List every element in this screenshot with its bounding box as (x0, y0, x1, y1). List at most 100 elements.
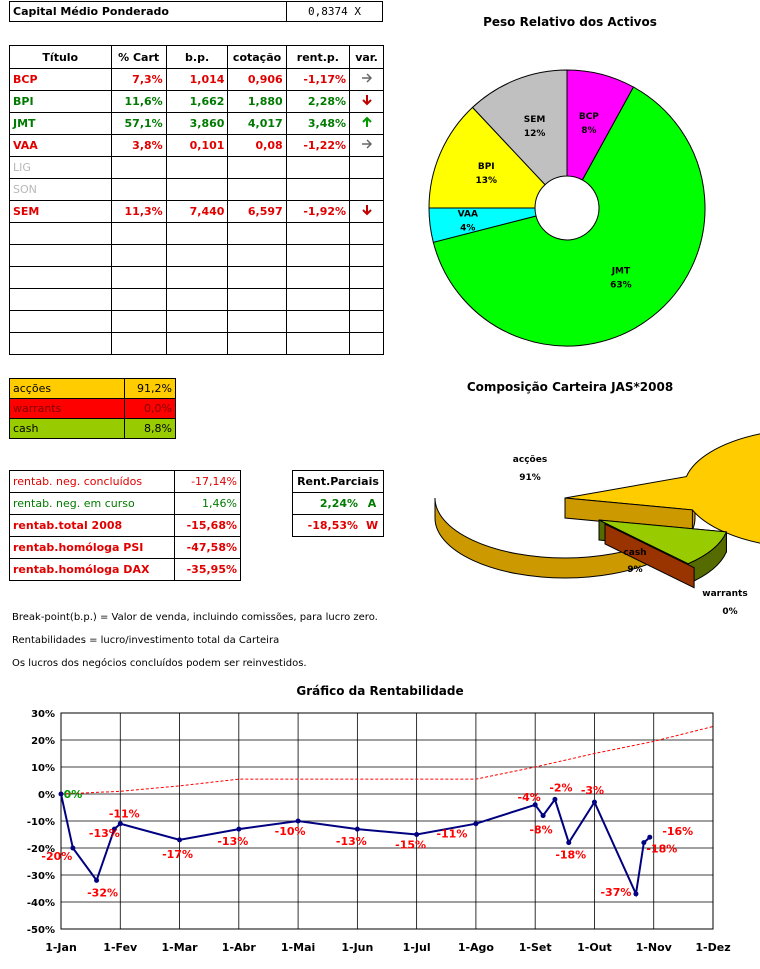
empty-cell (285, 332, 351, 355)
data-label: -8% (529, 824, 552, 837)
empty-cell (227, 222, 287, 245)
arrow-up-icon (361, 116, 372, 127)
holdings-row: BCP 7,3% 1,014 0,906 -1,17% (9, 68, 384, 91)
y-tick-label: 10% (31, 763, 55, 774)
empty-cell (9, 332, 112, 355)
empty-cell (110, 332, 167, 355)
holding-cot: 6,597 (227, 200, 287, 223)
holding-var-arrow (349, 134, 384, 157)
data-label: -15% (395, 839, 426, 852)
empty-cell (165, 310, 229, 333)
empty-cell (349, 310, 384, 333)
holding-title: BCP (9, 68, 112, 91)
notes: Break-point(b.p.) = Valor de venda, incl… (12, 606, 402, 675)
return-row: rentab. neg. em curso 1,46% (9, 492, 241, 515)
empty-cell (349, 332, 384, 355)
holdings-header: rent.p. (285, 45, 351, 69)
holding-bp: 7,440 (165, 200, 229, 223)
holding-bp (165, 178, 229, 201)
holdings-header: % Cart (110, 45, 167, 69)
holding-var-arrow (349, 200, 384, 223)
partial-value: 2,24% (292, 492, 362, 515)
pie1-label: BPI (478, 162, 495, 172)
line-chart: 30% 20% 10% 0% -10% -20% -30% -40% -50% 1-Jan 1-Fe… (27, 709, 731, 954)
x-tick-label: 1-Fev (103, 941, 138, 954)
partial-header: Rent.Parciais (292, 470, 384, 493)
holdings-empty-row (9, 266, 384, 289)
partial-tag: W (361, 514, 385, 537)
arrow-down-icon (361, 95, 372, 106)
return-point (236, 826, 242, 832)
return-label: rentab.total 2008 (9, 514, 175, 537)
return-value: 1,46% (174, 492, 241, 515)
data-label: -16% (662, 825, 693, 838)
capital-table: Capital Médio Ponderado 0,8374 X (9, 1, 383, 22)
allocation-label: warrants (9, 398, 125, 419)
holding-title: LIG (9, 156, 112, 179)
return-row: rentab.total 2008 -15,68% (9, 514, 241, 537)
data-label: -13% (89, 827, 120, 840)
partial-row: -18,53% W (292, 514, 385, 537)
holding-pct: 57,1% (110, 112, 167, 135)
holding-pct (110, 156, 167, 179)
pie2-slice-warrants (604, 523, 695, 589)
holding-title: BPI (9, 90, 112, 113)
x-tick-label: 1-Out (577, 941, 612, 954)
pie1-label: JMT (611, 267, 631, 277)
empty-cell (285, 310, 351, 333)
return-point (94, 877, 100, 883)
data-label: -13% (217, 835, 248, 848)
holding-pct: 11,6% (110, 90, 167, 113)
x-tick-label: 1-Set (519, 941, 552, 954)
pie2-value-label: 0% (722, 607, 737, 617)
holding-pct (110, 178, 167, 201)
empty-cell (227, 310, 287, 333)
x-tick-label: 1-Jan (45, 941, 77, 954)
holding-cot (227, 156, 287, 179)
empty-cell (9, 288, 112, 311)
empty-cell (349, 288, 384, 311)
pie1-title: Peso Relativo dos Activos (483, 15, 657, 29)
empty-cell (9, 222, 112, 245)
holdings-empty-row (9, 222, 384, 245)
holding-var-arrow (349, 156, 384, 179)
x-tick-label: 1-Mai (281, 941, 315, 954)
holdings-row: LIG (9, 156, 384, 179)
empty-cell (165, 266, 229, 289)
x-tick-label: 1-Ago (458, 941, 495, 954)
empty-cell (110, 244, 167, 267)
return-point (70, 845, 76, 851)
holdings-row: JMT 57,1% 3,860 4,017 3,48% (9, 112, 384, 135)
holdings-row: BPI 11,6% 1,662 1,880 2,28% (9, 90, 384, 113)
holding-rent: 2,28% (285, 90, 351, 113)
data-label: -13% (336, 835, 367, 848)
allocation-value: 91,2% (124, 378, 176, 399)
holding-cot: 1,880 (227, 90, 287, 113)
empty-cell (349, 244, 384, 267)
returns-table: rentab. neg. concluídos -17,14% rentab. ne… (9, 470, 241, 581)
holdings-empty-row (9, 244, 384, 267)
return-point (177, 837, 183, 843)
holding-bp: 1,662 (165, 90, 229, 113)
pie1-value-label: 4% (460, 224, 475, 234)
return-point (295, 818, 301, 824)
empty-cell (349, 266, 384, 289)
empty-cell (165, 332, 229, 355)
holding-pct: 3,8% (110, 134, 167, 157)
empty-cell (9, 310, 112, 333)
holding-cot: 4,017 (227, 112, 287, 135)
data-label: -32% (87, 886, 118, 899)
pie2-title: Composição Carteira JAS*2008 (466, 380, 674, 394)
holding-rent (285, 178, 351, 201)
pie2-label: warrants (702, 589, 747, 599)
pie1-value-label: 8% (581, 126, 596, 136)
note-returns: Rentabilidades = lucro/investimento tota… (12, 635, 280, 646)
x-tick-label: 1-Nov (636, 941, 673, 954)
data-label: -3% (581, 784, 604, 797)
return-label: rentab.homóloga DAX (9, 558, 175, 581)
holding-cot (227, 178, 287, 201)
partial-tag: A (361, 492, 385, 515)
pie1-label: BCP (579, 112, 599, 122)
empty-cell (227, 244, 287, 267)
holding-title: SON (9, 178, 112, 201)
